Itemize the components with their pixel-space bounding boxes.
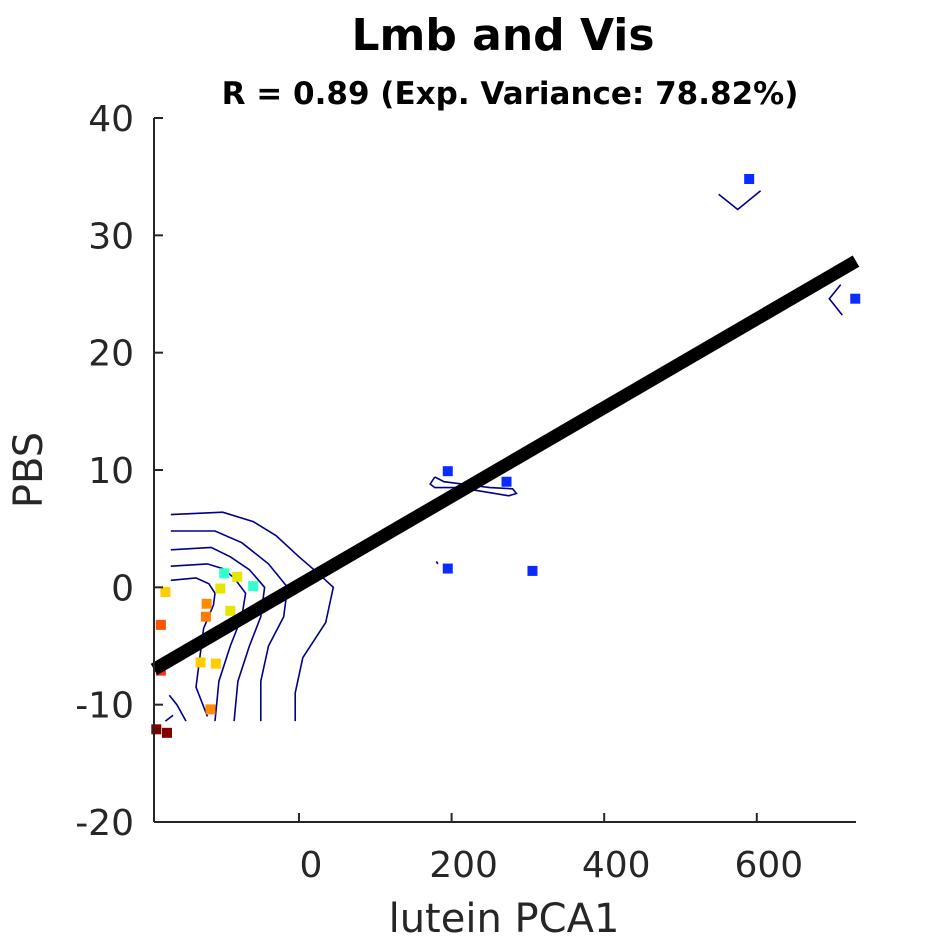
data-points	[151, 174, 861, 738]
data-point-13	[201, 598, 212, 609]
contour-lines	[164, 190, 843, 722]
data-point-9	[232, 571, 243, 582]
contour-line-9	[718, 190, 762, 211]
x-axis-ticks: 0 200 400 600	[297, 813, 803, 886]
y-axis-label: PBS	[6, 432, 52, 508]
x-tick-label: 200	[429, 845, 498, 886]
data-point-16	[195, 657, 206, 668]
contour-line-3	[170, 546, 266, 722]
fit-line	[150, 255, 860, 676]
data-point-10	[215, 583, 226, 594]
contour-line-7	[164, 714, 174, 722]
contour-line-6	[168, 694, 187, 722]
data-point-17	[210, 658, 221, 669]
y-tick-label: 40	[88, 99, 134, 140]
data-point-1	[744, 174, 755, 185]
y-tick-label: -10	[75, 686, 134, 727]
data-point-5	[442, 563, 453, 574]
y-tick-label: 20	[88, 334, 134, 375]
chart-subtitle: R = 0.89 (Exp. Variance: 78.82%)	[222, 76, 799, 112]
data-point-2	[850, 293, 861, 304]
contour-line-10	[828, 284, 843, 316]
x-tick-label: 0	[300, 845, 323, 886]
y-tick-label: 30	[88, 216, 134, 257]
data-point-19	[205, 704, 216, 715]
data-point-12	[160, 587, 171, 598]
contour-line-4	[170, 563, 247, 722]
data-point-7	[219, 568, 230, 579]
data-point-3	[442, 466, 453, 477]
data-point-20	[151, 724, 162, 735]
x-tick-label: 600	[734, 845, 803, 886]
data-point-6	[527, 565, 538, 576]
fit-line-group	[150, 255, 860, 676]
data-point-14	[200, 611, 211, 622]
data-point-21	[161, 727, 172, 738]
y-tick-label: -20	[75, 803, 134, 844]
data-point-8	[248, 581, 259, 592]
chart-title: Lmb and Vis	[351, 10, 654, 61]
data-point-4	[501, 476, 512, 487]
contour-line-5	[170, 577, 216, 717]
data-point-15	[155, 619, 166, 630]
y-tick-label: 10	[88, 451, 134, 492]
x-axis-label: lutein PCA1	[389, 896, 620, 942]
y-axis-ticks: -20 -10 0 10 20 30 40	[75, 99, 163, 844]
y-tick-label: 0	[111, 568, 134, 609]
x-tick-label: 400	[582, 845, 651, 886]
contour-line-11	[435, 561, 439, 565]
data-point-11	[225, 605, 236, 616]
